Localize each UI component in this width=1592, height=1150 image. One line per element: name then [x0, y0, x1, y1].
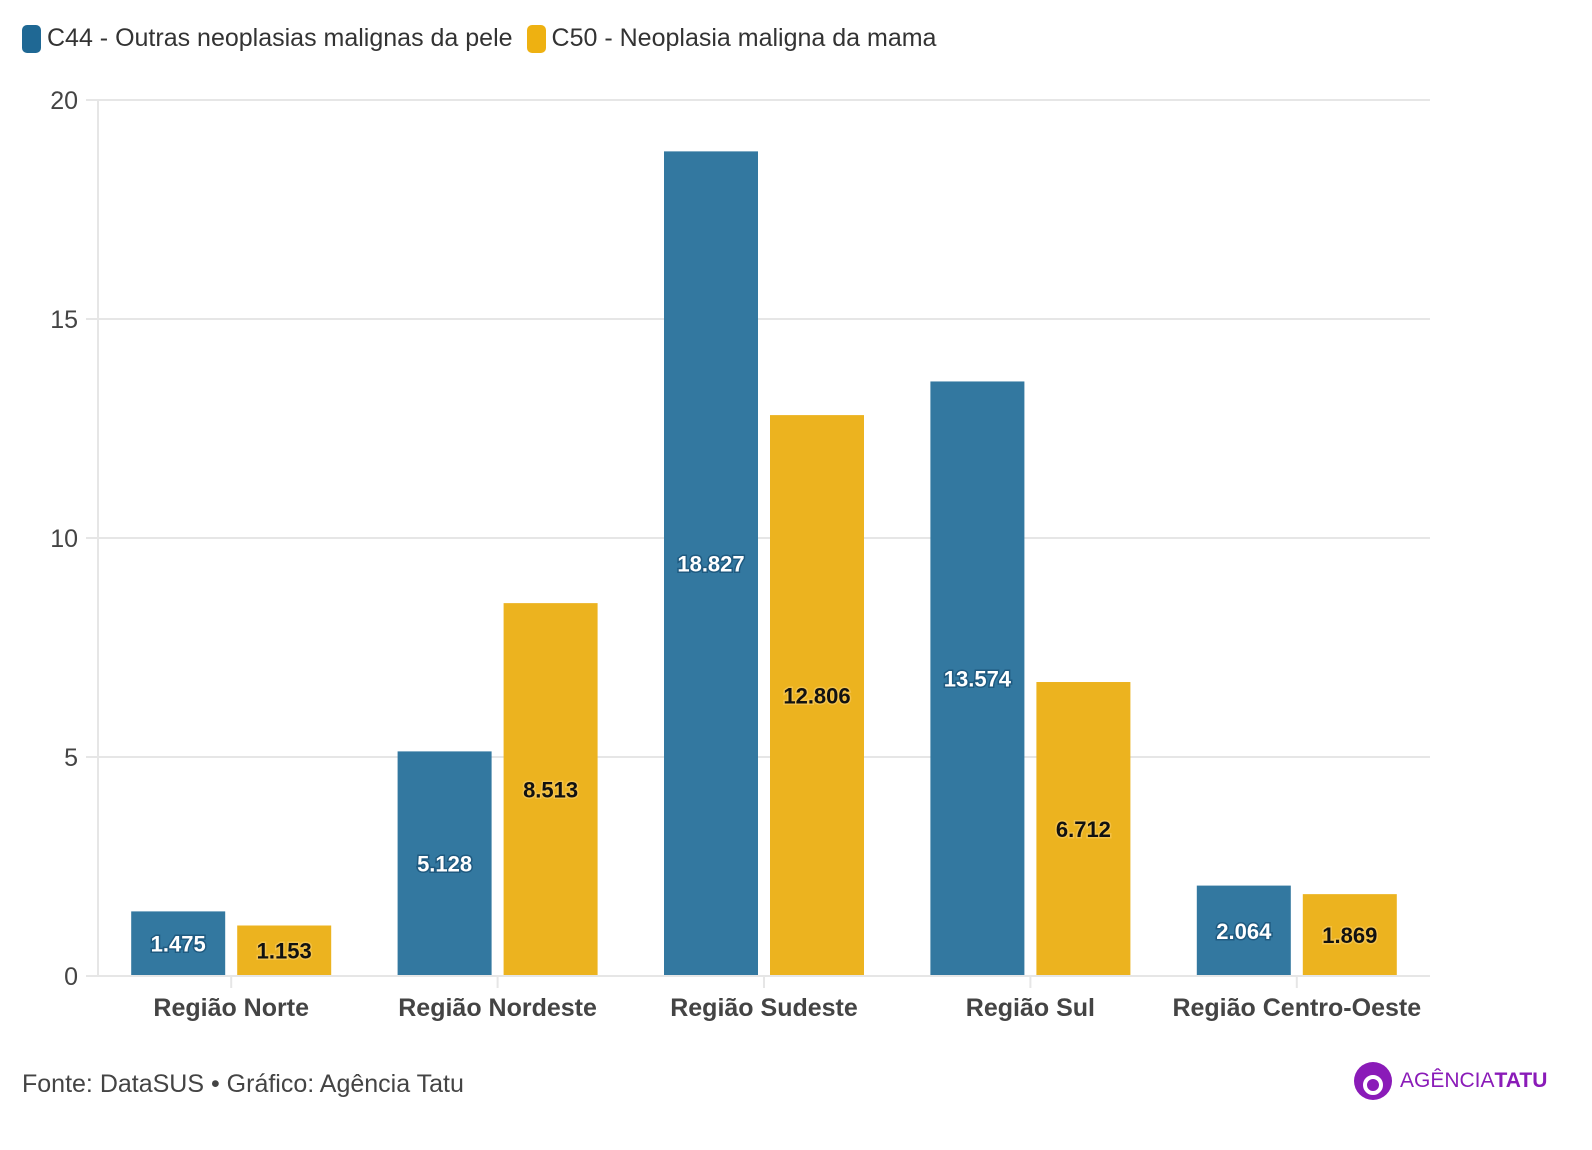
x-tick-label: Região Nordeste	[398, 994, 597, 1022]
data-label: 5.128	[417, 852, 472, 877]
legend-label-c50: C50 - Neoplasia maligna da mama	[551, 24, 937, 52]
tatu-logo-icon	[1354, 1062, 1392, 1100]
bar-c50	[1036, 682, 1131, 976]
x-tick-label: Região Sul	[966, 994, 1095, 1022]
y-tick-label: 5	[64, 744, 78, 772]
data-label: 12.806	[783, 684, 850, 709]
bar-c50	[503, 603, 598, 976]
legend-label-c44: C44 - Outras neoplasias malignas da pele	[47, 24, 513, 52]
legend-item-c44[interactable]: C44 - Outras neoplasias malignas da pele	[22, 24, 513, 53]
y-tick-label: 20	[50, 87, 78, 115]
agencia-tatu-logo: AGÊNCIA TATU	[1354, 1062, 1547, 1100]
y-tick-label: 10	[50, 525, 78, 553]
bar-c44	[131, 911, 226, 976]
y-tick-label: 0	[64, 963, 78, 991]
data-label: 1.153	[257, 939, 312, 964]
logo-text-light: AGÊNCIA	[1400, 1069, 1495, 1092]
y-tick-label: 15	[50, 306, 78, 334]
data-label: 1.475	[151, 932, 206, 957]
legend-item-c50[interactable]: C50 - Neoplasia maligna da mama	[526, 24, 937, 53]
bar-c50	[237, 925, 332, 976]
x-tick-label: Região Norte	[153, 994, 309, 1022]
x-tick-label: Região Sudeste	[670, 994, 858, 1022]
bar-c44	[1196, 885, 1291, 976]
data-label: 1.869	[1322, 923, 1377, 948]
bar-c50	[1302, 894, 1397, 976]
legend-swatch-c50	[526, 24, 546, 53]
bar-c44	[664, 151, 758, 977]
legend-swatch-c44	[22, 24, 41, 53]
source-footer: Fonte: DataSUS • Gráfico: Agência Tatu	[22, 1070, 464, 1098]
bar-c44	[397, 751, 492, 976]
legend: C44 - Outras neoplasias malignas da pele…	[22, 24, 950, 53]
data-label: 6.712	[1056, 817, 1111, 842]
logo-text-bold: TATU	[1494, 1069, 1548, 1092]
data-label: 8.513	[523, 778, 578, 803]
data-label: 2.064	[1216, 919, 1272, 944]
x-tick-label: Região Centro-Oeste	[1172, 994, 1421, 1022]
bar-c44	[930, 381, 1025, 976]
data-label: 13.574	[944, 667, 1012, 692]
bar-chart: 0 5 10 15 20 Região Norte 1.475 1.153 Região Nor…	[50, 87, 1430, 1022]
data-label: 18.827	[677, 552, 744, 577]
bar-c50	[770, 415, 864, 977]
